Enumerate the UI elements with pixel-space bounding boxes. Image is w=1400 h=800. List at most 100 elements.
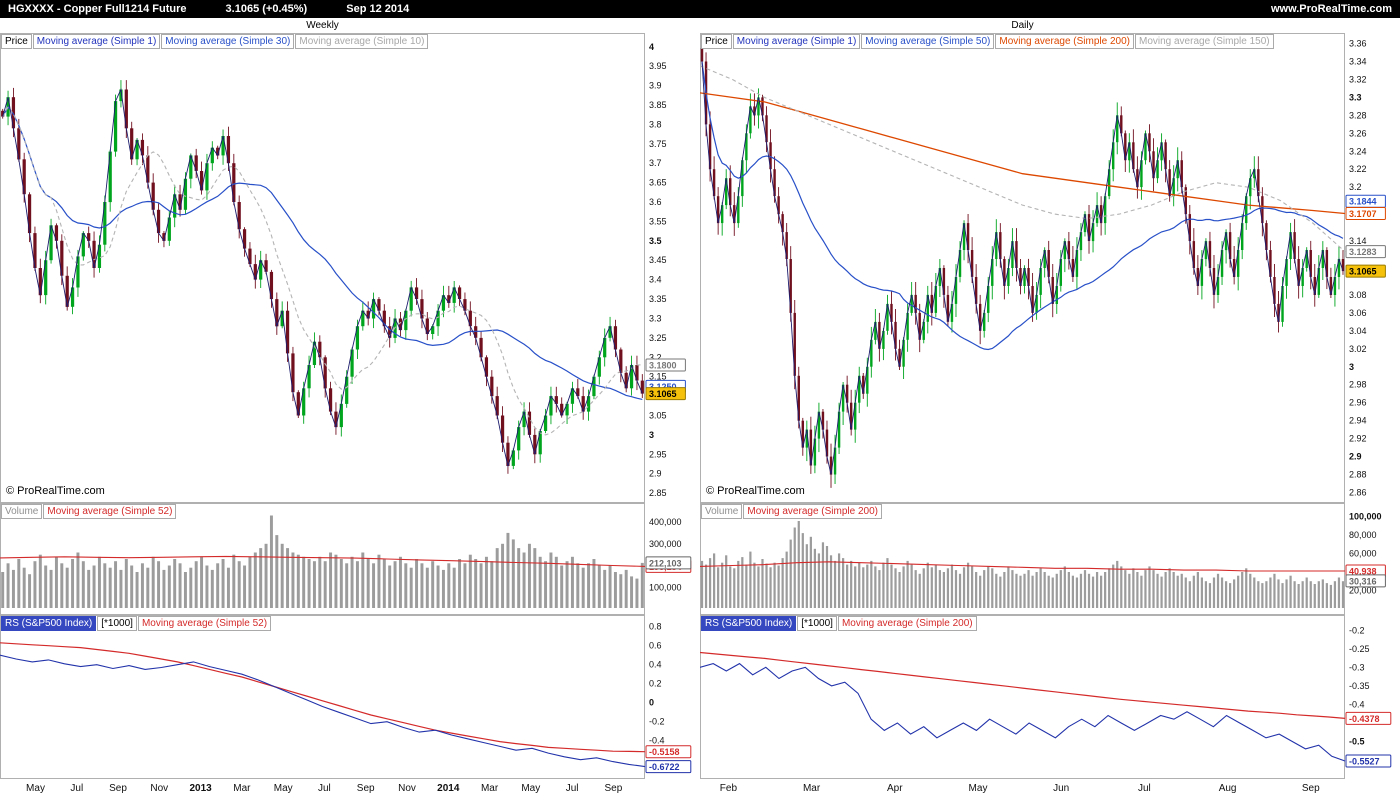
- svg-text:3.1707: 3.1707: [1349, 209, 1377, 219]
- svg-text:3.45: 3.45: [649, 255, 667, 265]
- svg-text:3.25: 3.25: [649, 333, 667, 343]
- weekly-xaxis-labels[interactable]: May Jul Sep Nov 2013 Mar May Jul Sep Nov 2014 Mar Ma…: [0, 779, 700, 796]
- legend-item[interactable]: Price: [1, 34, 32, 49]
- daily-price-chart[interactable]: 3.363.343.323.33.283.263.243.223.23.143.…: [700, 33, 1400, 503]
- svg-text:100,000: 100,000: [649, 582, 682, 592]
- svg-text:-0.2: -0.2: [1349, 625, 1365, 635]
- legend-item[interactable]: Moving average (Simple 52): [137, 616, 272, 631]
- legend-item[interactable]: Moving average (Simple 10): [295, 34, 429, 49]
- daily-volume-area: Volume Moving average (Simple 200) 100,00…: [700, 503, 1400, 615]
- svg-text:3.05: 3.05: [649, 411, 667, 421]
- svg-text:3.04: 3.04: [1349, 326, 1367, 336]
- weekly-volume-legend: Volume Moving average (Simple 52): [1, 504, 177, 519]
- legend-item[interactable]: RS (S&P500 Index): [701, 616, 797, 631]
- daily-xaxis: Feb Mar Apr May Jun Jul Aug Sep: [700, 779, 1400, 796]
- svg-text:40,938: 40,938: [1349, 567, 1377, 577]
- legend-item[interactable]: RS (S&P500 Index): [1, 616, 97, 631]
- svg-text:20,000: 20,000: [1349, 586, 1377, 596]
- legend-item[interactable]: Moving average (Simple 50): [861, 34, 995, 49]
- svg-text:2.9: 2.9: [649, 469, 662, 479]
- weekly-xaxis: May Jul Sep Nov 2013 Mar May Jul Sep Nov 2014 Mar Ma…: [0, 779, 700, 796]
- svg-text:3.24: 3.24: [1349, 146, 1367, 156]
- svg-text:Sep: Sep: [357, 783, 375, 794]
- legend-item[interactable]: Volume: [1, 504, 43, 519]
- weekly-price-legend: Price Moving average (Simple 1) Moving ave…: [1, 34, 429, 49]
- weekly-rs-legend: RS (S&P500 Index) [*1000] Moving average (…: [1, 616, 272, 631]
- svg-text:May: May: [521, 783, 540, 794]
- svg-text:3.1800: 3.1800: [649, 361, 677, 371]
- svg-text:2.94: 2.94: [1349, 416, 1367, 426]
- svg-text:Sep: Sep: [1302, 783, 1320, 794]
- svg-text:3.06: 3.06: [1349, 308, 1367, 318]
- weekly-panel: Weekly Price Moving average (Simple 1) Mov…: [0, 18, 700, 796]
- daily-panel-title: Daily: [1011, 20, 1034, 31]
- svg-text:3.15: 3.15: [649, 372, 667, 382]
- topbar: HGXXXX - Copper Full1214 Future 3.1065 (…: [0, 0, 1400, 18]
- svg-text:-0.5158: -0.5158: [649, 747, 680, 757]
- svg-text:30,316: 30,316: [1349, 576, 1377, 586]
- svg-text:Sep: Sep: [605, 783, 623, 794]
- svg-text:2.98: 2.98: [1349, 380, 1367, 390]
- svg-text:300,000: 300,000: [649, 539, 682, 549]
- topbar-left: HGXXXX - Copper Full1214 Future 3.1065 (…: [8, 3, 445, 15]
- svg-text:3.1250: 3.1250: [649, 382, 677, 392]
- svg-text:Nov: Nov: [150, 783, 168, 794]
- svg-text:May: May: [26, 783, 45, 794]
- legend-item[interactable]: Moving average (Simple 1): [32, 34, 161, 49]
- weekly-rs-chart[interactable]: 0.8 0.6 0.4 0.2 0 -0.2 -0.4-0.5158 -0.6722: [0, 615, 700, 779]
- weekly-price-chart[interactable]: 4 3.95 3.9 3.85 3.8 3.75 3.7 3.65 3.6 3.55 3.5 3.45…: [0, 33, 700, 503]
- svg-text:Mar: Mar: [481, 783, 499, 794]
- svg-text:3: 3: [1349, 362, 1354, 372]
- legend-item[interactable]: Price: [701, 34, 732, 49]
- legend-item[interactable]: Moving average (Simple 30): [161, 34, 295, 49]
- svg-text:-0.6722: -0.6722: [649, 762, 680, 772]
- daily-rs-area: RS (S&P500 Index) [*1000] Moving average (…: [700, 615, 1400, 779]
- svg-text:80,000: 80,000: [1349, 530, 1377, 540]
- last-price: 3.1065 (+0.45%): [225, 3, 308, 15]
- svg-text:-0.4: -0.4: [1349, 699, 1365, 709]
- svg-text:3.85: 3.85: [649, 100, 667, 110]
- svg-text:3.3: 3.3: [649, 314, 662, 324]
- svg-text:2013: 2013: [189, 783, 212, 794]
- quote-date: Sep 12 2014: [346, 3, 410, 15]
- svg-text:400,000: 400,000: [649, 517, 682, 527]
- svg-text:2.85: 2.85: [649, 488, 667, 498]
- svg-text:2.92: 2.92: [1349, 434, 1367, 444]
- svg-text:3.1065: 3.1065: [649, 389, 677, 399]
- svg-text:2.86: 2.86: [1349, 488, 1367, 498]
- legend-item[interactable]: Moving average (Simple 1): [732, 34, 861, 49]
- svg-text:3.34: 3.34: [1349, 57, 1367, 67]
- svg-text:3.22: 3.22: [1349, 164, 1367, 174]
- daily-price-legend: Price Moving average (Simple 1) Moving ave…: [701, 34, 1275, 49]
- svg-text:3.1065: 3.1065: [1349, 267, 1377, 277]
- daily-price-area: Price Moving average (Simple 1) Moving ave…: [700, 33, 1400, 503]
- daily-rs-legend: RS (S&P500 Index) [*1000] Moving average (…: [701, 616, 978, 631]
- svg-text:3.35: 3.35: [649, 294, 667, 304]
- legend-item[interactable]: Volume: [701, 504, 743, 519]
- daily-panel: Daily Price Moving average (Simple 1) Movi…: [700, 18, 1400, 796]
- daily-xaxis-labels[interactable]: Feb Mar Apr May Jun Jul Aug Sep: [700, 779, 1400, 796]
- legend-item[interactable]: Moving average (Simple 52): [43, 504, 177, 519]
- svg-text:3.28: 3.28: [1349, 110, 1367, 120]
- svg-text:Mar: Mar: [233, 783, 251, 794]
- svg-text:3.4: 3.4: [649, 275, 662, 285]
- daily-rs-chart[interactable]: -0.2 -0.25 -0.3 -0.35 -0.4 -0.5 -0.4378 -0.5527: [700, 615, 1400, 779]
- svg-text:-0.3: -0.3: [1349, 662, 1365, 672]
- legend-item[interactable]: Moving average (Simple 200): [995, 34, 1134, 49]
- svg-text:-0.2: -0.2: [649, 717, 665, 727]
- svg-text:-0.25: -0.25: [1349, 644, 1370, 654]
- legend-item[interactable]: [*1000]: [97, 616, 137, 631]
- svg-text:Nov: Nov: [398, 783, 416, 794]
- svg-text:3.75: 3.75: [649, 139, 667, 149]
- svg-text:3.26: 3.26: [1349, 128, 1367, 138]
- legend-item[interactable]: Moving average (Simple 200): [837, 616, 977, 631]
- svg-text:0.2: 0.2: [649, 679, 662, 689]
- legend-item[interactable]: [*1000]: [797, 616, 837, 631]
- legend-item[interactable]: Moving average (Simple 200): [743, 504, 882, 519]
- svg-text:3.1283: 3.1283: [1349, 247, 1377, 257]
- legend-item[interactable]: Moving average (Simple 150): [1134, 34, 1274, 49]
- svg-text:3.65: 3.65: [649, 178, 667, 188]
- svg-text:Jul: Jul: [1138, 783, 1151, 794]
